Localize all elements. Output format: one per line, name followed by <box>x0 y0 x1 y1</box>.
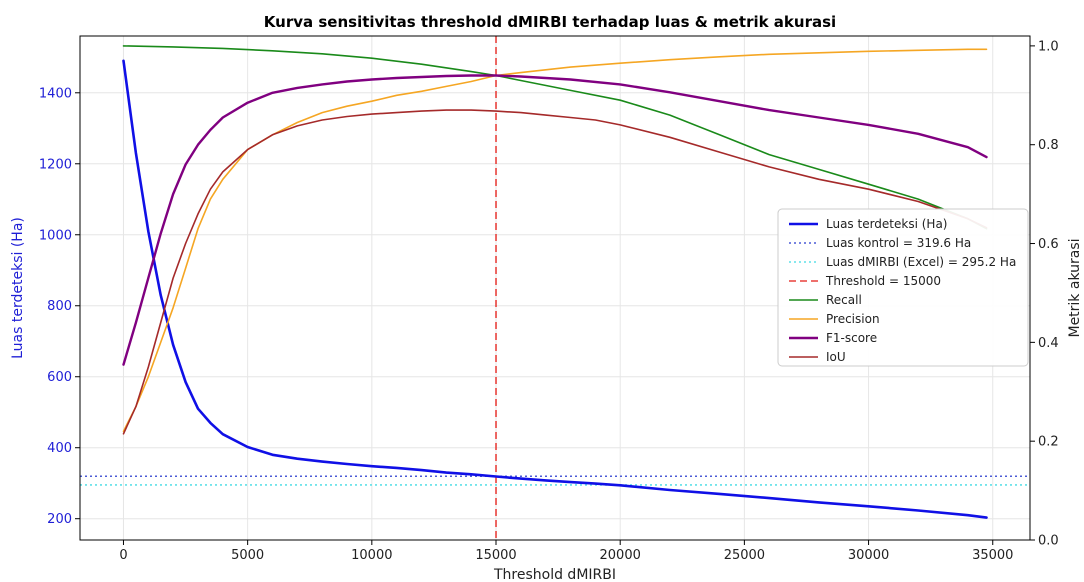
y-right-tick-label: 0.0 <box>1038 534 1059 549</box>
series-layer <box>122 45 988 519</box>
y-right-tick-label: 0.6 <box>1038 237 1059 252</box>
legend-label: F1-score <box>826 331 877 345</box>
y-right-tick-label: 0.4 <box>1038 336 1059 351</box>
y-left-axis-label: Luas terdeteksi (Ha) <box>10 217 26 359</box>
legend-label: Threshold = 15000 <box>825 274 941 288</box>
y-left-axis-ticks: 200 400 600 800 1000 1200 1400 <box>39 86 80 527</box>
x-tick-label: 25000 <box>724 548 765 563</box>
x-tick-label: 5000 <box>231 548 264 563</box>
series-line-recall <box>122 45 988 230</box>
x-tick-label: 35000 <box>972 548 1013 563</box>
x-tick-label: 30000 <box>848 548 889 563</box>
y-left-tick-label: 1200 <box>39 157 72 172</box>
series-line-iou <box>122 109 988 435</box>
series-line-luas-terdeteksi-ha <box>122 59 988 519</box>
legend-label: Recall <box>826 293 862 307</box>
y-right-axis-ticks: 0.0 0.2 0.4 0.6 0.8 1.0 <box>1030 39 1059 549</box>
y-left-tick-label: 600 <box>47 370 72 385</box>
y-right-tick-label: 0.8 <box>1038 138 1059 153</box>
legend: Luas terdeteksi (Ha) Luas kontrol = 319.6… <box>777 208 1029 367</box>
x-tick-label: 10000 <box>351 548 392 563</box>
legend-label: Luas dMIRBI (Excel) = 295.2 Ha <box>826 255 1016 269</box>
legend-box <box>777 208 1029 367</box>
x-tick-label: 20000 <box>600 548 641 563</box>
y-left-tick-label: 200 <box>47 512 72 527</box>
legend-label: Precision <box>826 312 880 326</box>
x-axis-ticks: 0 5000 10000 15000 20000 25000 30000 35000 <box>119 540 1013 563</box>
y-right-axis-label: Metrik akurasi <box>1067 238 1083 337</box>
plot-frame <box>79 35 1031 541</box>
y-right-tick-label: 0.2 <box>1038 435 1059 450</box>
y-left-tick-label: 400 <box>47 441 72 456</box>
series-line-precision <box>122 48 988 433</box>
y-right-tick-label: 1.0 <box>1038 39 1059 54</box>
legend-label: Luas kontrol = 319.6 Ha <box>826 236 971 250</box>
y-left-tick-label: 1000 <box>39 228 72 243</box>
x-tick-label: 15000 <box>475 548 516 563</box>
chart-title: Kurva sensitivitas threshold dMIRBI terh… <box>264 13 836 31</box>
x-axis-label: Threshold dMIRBI <box>493 567 616 582</box>
legend-label: IoU <box>826 350 846 364</box>
y-left-tick-label: 1400 <box>39 86 72 101</box>
y-left-tick-label: 800 <box>47 299 72 314</box>
series-line-f1-score <box>122 74 988 366</box>
reference-lines <box>80 36 1030 540</box>
x-tick-label: 0 <box>119 548 127 563</box>
legend-label: Luas terdeteksi (Ha) <box>826 217 948 231</box>
